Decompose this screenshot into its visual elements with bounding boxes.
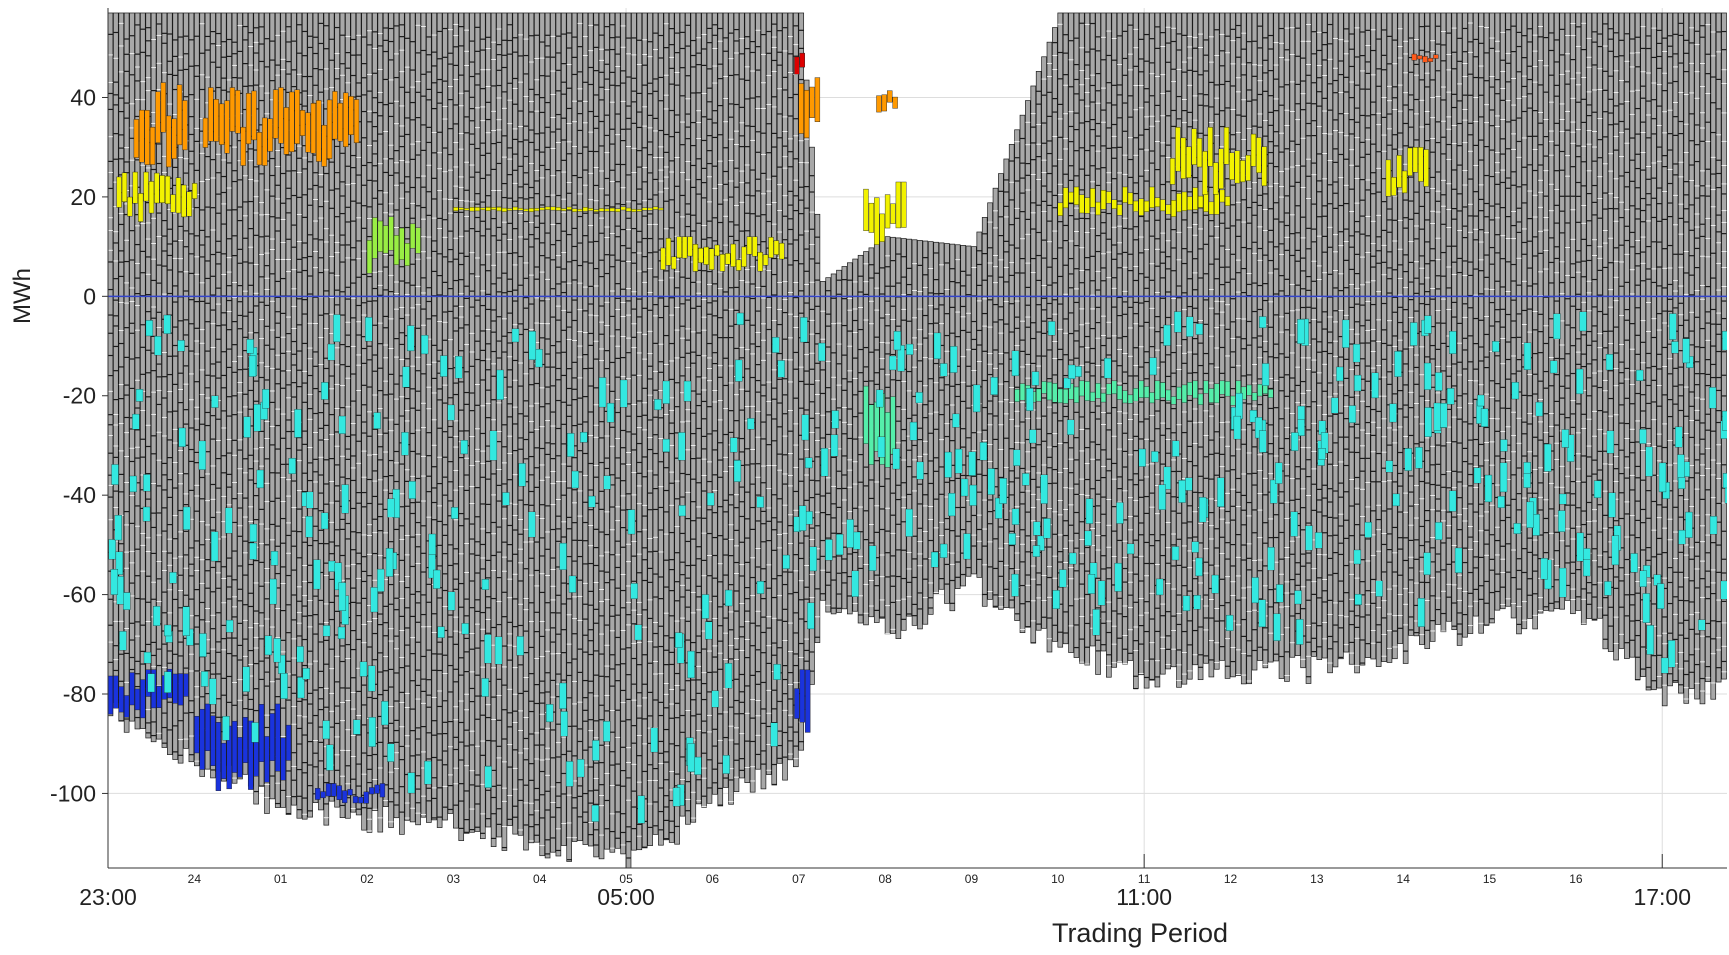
offer-bar — [696, 13, 701, 804]
offer-bar — [443, 13, 448, 820]
offer-bar — [410, 13, 415, 822]
offer-bar — [756, 13, 761, 769]
offer-bar — [502, 13, 507, 851]
offer-bar — [745, 13, 750, 783]
offer-bar — [464, 13, 469, 833]
offer-bar — [507, 13, 512, 826]
offer-bar — [416, 13, 421, 825]
offer-bar — [491, 13, 496, 847]
offer-bar — [718, 13, 723, 806]
offer-bar — [578, 13, 583, 841]
offer-bar — [108, 13, 113, 716]
offer-bar — [621, 13, 626, 854]
offer-bar — [653, 13, 658, 834]
offer-bar — [432, 13, 437, 820]
offer-bar — [572, 13, 577, 842]
offer-bar — [437, 13, 442, 828]
offer-bar — [739, 13, 744, 778]
offer-bar — [626, 13, 631, 868]
offer-bar — [594, 13, 599, 857]
offer-bar — [383, 13, 388, 807]
offer-bar — [189, 13, 194, 762]
offer-bar — [194, 13, 199, 766]
offer-bar — [497, 13, 502, 837]
offer-bar — [583, 13, 588, 845]
offer-bar — [545, 13, 550, 858]
offer-bar — [534, 13, 539, 842]
offer-bar — [707, 13, 712, 803]
offer-bar — [734, 13, 739, 792]
bid-offer-bars — [108, 13, 1727, 868]
offer-bar — [529, 13, 534, 843]
offer-bar — [702, 13, 707, 807]
offer-bar — [524, 13, 529, 850]
offer-bar — [675, 13, 680, 844]
offer-bar — [470, 13, 475, 832]
offer-bar — [615, 13, 620, 848]
offer-bar — [551, 13, 556, 852]
offer-bar — [421, 13, 426, 817]
offer-bar — [648, 13, 653, 846]
offer-bar — [588, 13, 593, 846]
offer-bar — [637, 13, 642, 850]
offer-bar — [475, 13, 480, 831]
offer-bar — [680, 13, 685, 816]
offer-bar — [685, 13, 690, 824]
offer-bar — [394, 13, 399, 818]
offer-bar — [761, 13, 766, 789]
offer-bar — [642, 13, 647, 848]
offer-bar — [518, 13, 523, 835]
offer-bar — [691, 13, 696, 822]
offer-bar — [426, 13, 431, 822]
offer-bar — [459, 13, 464, 841]
offer-bar — [631, 13, 636, 850]
offer-bar — [610, 13, 615, 852]
offer-bar — [367, 13, 372, 832]
offer-bar — [664, 13, 669, 840]
offer-bar — [124, 13, 129, 732]
offer-bar — [658, 13, 663, 845]
offer-bar — [712, 13, 717, 794]
offer-bar — [556, 13, 561, 856]
offer-bar — [766, 13, 771, 775]
